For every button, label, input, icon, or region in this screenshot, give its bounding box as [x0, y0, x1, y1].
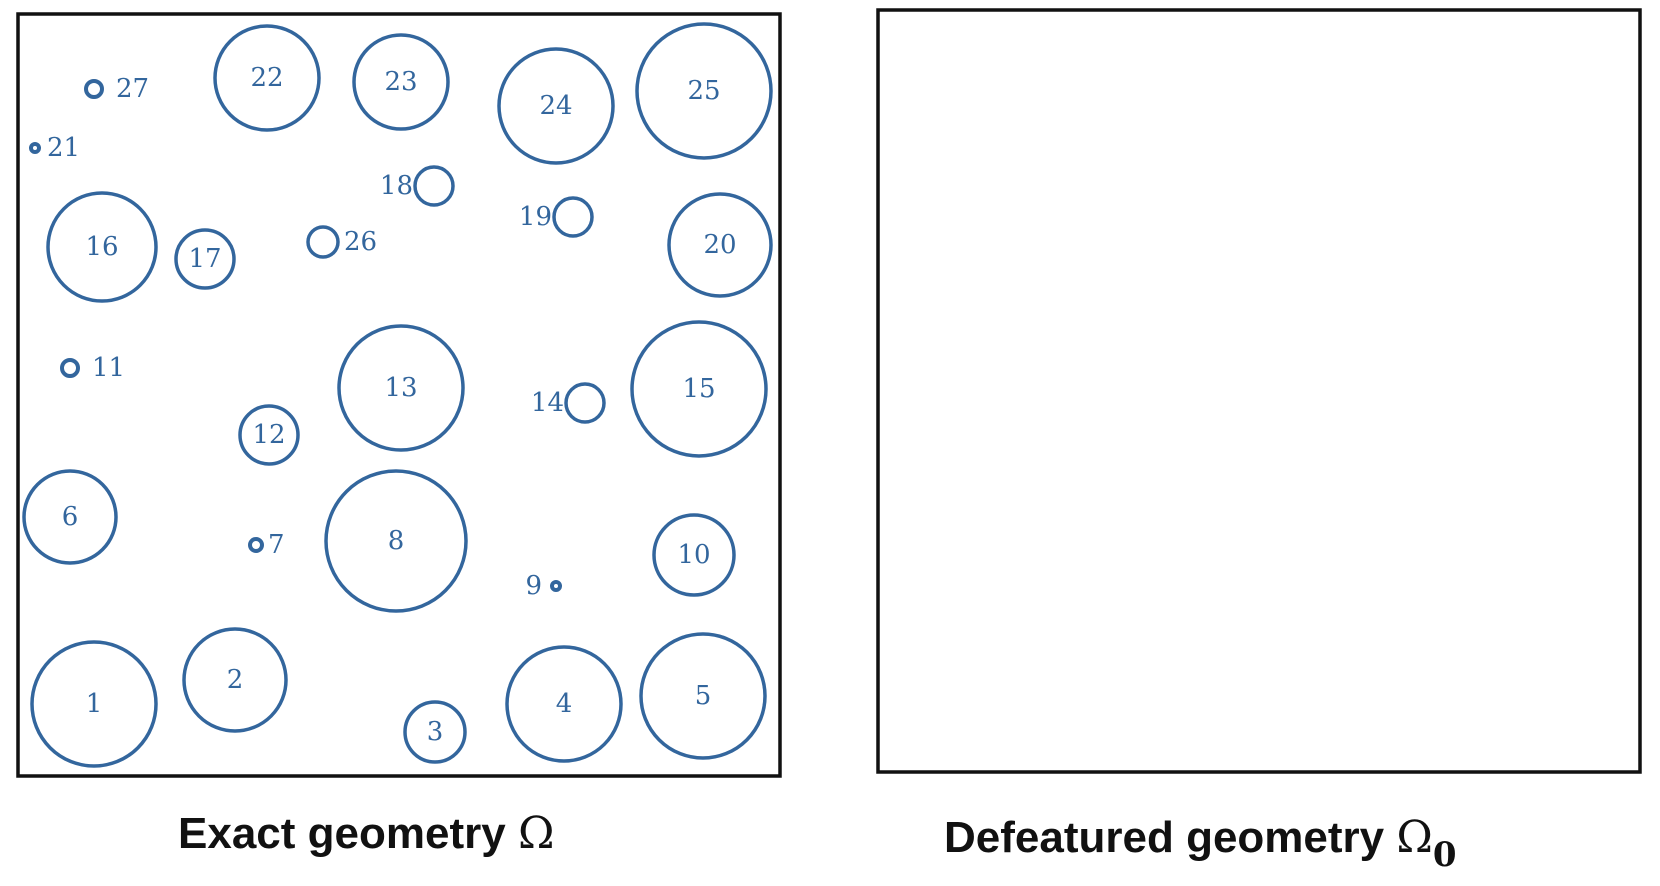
defeatured-caption-text: Defeatured geometry — [944, 813, 1385, 862]
hole-9: 9 — [525, 571, 562, 601]
hole-circle — [84, 79, 104, 99]
hole-label: 26 — [344, 227, 377, 257]
hole-circle — [22, 469, 118, 565]
defeatured-domain-border — [876, 8, 1642, 774]
hole-label: 21 — [47, 133, 80, 163]
hole-label: 18 — [380, 171, 413, 201]
hole-label: 5 — [695, 681, 712, 711]
hole-label: 23 — [384, 67, 417, 97]
hole-circle — [174, 228, 236, 290]
hole-circle — [46, 191, 158, 303]
hole-circle — [505, 645, 623, 763]
hole-13: 13 — [337, 324, 465, 452]
hole-label: 4 — [556, 689, 573, 719]
hole-label: 22 — [250, 63, 283, 93]
hole-label: 25 — [687, 76, 720, 106]
omega-subscript: 0 — [1432, 835, 1457, 875]
hole-label: 20 — [703, 230, 736, 260]
hole-label: 10 — [677, 540, 710, 570]
hole-27: 27 — [84, 74, 149, 104]
hole-label: 19 — [519, 202, 552, 232]
hole-label: 2 — [227, 665, 244, 695]
hole-11: 11 — [60, 353, 125, 383]
hole-circle — [630, 320, 768, 458]
hole-circle — [30, 640, 158, 768]
hole-1: 1 — [30, 640, 158, 768]
hole-label: 27 — [116, 74, 149, 104]
hole-3: 3 — [403, 700, 467, 764]
hole-label: 13 — [384, 373, 417, 403]
hole-circle — [413, 165, 455, 207]
hole-circle — [550, 580, 562, 592]
hole-circle — [337, 324, 465, 452]
hole-circle — [403, 700, 467, 764]
hole-circle — [652, 513, 736, 597]
hole-circle — [564, 382, 606, 424]
hole-circle — [352, 33, 450, 131]
hole-label: 6 — [62, 502, 79, 532]
hole-label: 1 — [86, 689, 103, 719]
hole-label: 14 — [531, 388, 564, 418]
hole-circle — [182, 627, 288, 733]
hole-12: 12 — [238, 404, 300, 466]
hole-label: 3 — [427, 717, 444, 747]
hole-circle — [667, 192, 773, 298]
hole-14: 14 — [531, 382, 606, 424]
hole-25: 25 — [635, 22, 773, 160]
hole-circle — [306, 225, 340, 259]
exact-domain-border — [16, 12, 782, 778]
defeatured-geometry-caption: Defeatured geometry Ω0 — [944, 812, 1457, 875]
hole-2: 2 — [182, 627, 288, 733]
hole-7: 7 — [248, 530, 285, 560]
omega-symbol: Ω — [1396, 812, 1433, 863]
hole-19: 19 — [519, 196, 594, 238]
hole-15: 15 — [630, 320, 768, 458]
hole-label: 7 — [268, 530, 285, 560]
hole-label: 12 — [252, 420, 285, 450]
hole-circle — [635, 22, 773, 160]
hole-label: 17 — [188, 244, 221, 274]
hole-label: 16 — [85, 232, 118, 262]
omega-symbol: Ω — [517, 808, 555, 859]
hole-5: 5 — [639, 632, 767, 760]
hole-circle — [60, 358, 80, 378]
hole-24: 24 — [497, 47, 615, 165]
hole-circle — [238, 404, 300, 466]
hole-20: 20 — [667, 192, 773, 298]
hole-circle — [213, 24, 321, 132]
hole-label: 11 — [92, 353, 125, 383]
hole-circle — [29, 142, 41, 154]
hole-circle — [324, 469, 468, 613]
exact-caption-text: Exact geometry — [178, 809, 506, 858]
hole-label: 8 — [388, 526, 405, 556]
omega-zero-symbol: Ω0 — [1396, 812, 1456, 875]
hole-circle — [639, 632, 767, 760]
hole-26: 26 — [306, 225, 377, 259]
hole-18: 18 — [380, 165, 455, 207]
exact-geometry-caption: Exact geometry Ω — [178, 808, 554, 859]
hole-23: 23 — [352, 33, 450, 131]
hole-8: 8 — [324, 469, 468, 613]
hole-circle — [552, 196, 594, 238]
hole-label: 24 — [539, 91, 572, 121]
hole-21: 21 — [29, 133, 80, 163]
hole-16: 16 — [46, 191, 158, 303]
hole-10: 10 — [652, 513, 736, 597]
hole-4: 4 — [505, 645, 623, 763]
hole-22: 22 — [213, 24, 321, 132]
hole-label: 9 — [525, 571, 542, 601]
hole-6: 6 — [22, 469, 118, 565]
hole-circle — [497, 47, 615, 165]
hole-circle — [248, 537, 264, 553]
hole-label: 15 — [682, 374, 715, 404]
hole-17: 17 — [174, 228, 236, 290]
